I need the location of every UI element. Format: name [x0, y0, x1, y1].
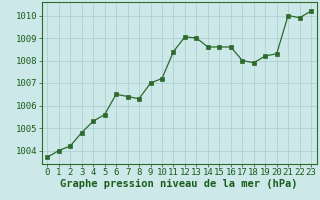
X-axis label: Graphe pression niveau de la mer (hPa): Graphe pression niveau de la mer (hPa)	[60, 179, 298, 189]
